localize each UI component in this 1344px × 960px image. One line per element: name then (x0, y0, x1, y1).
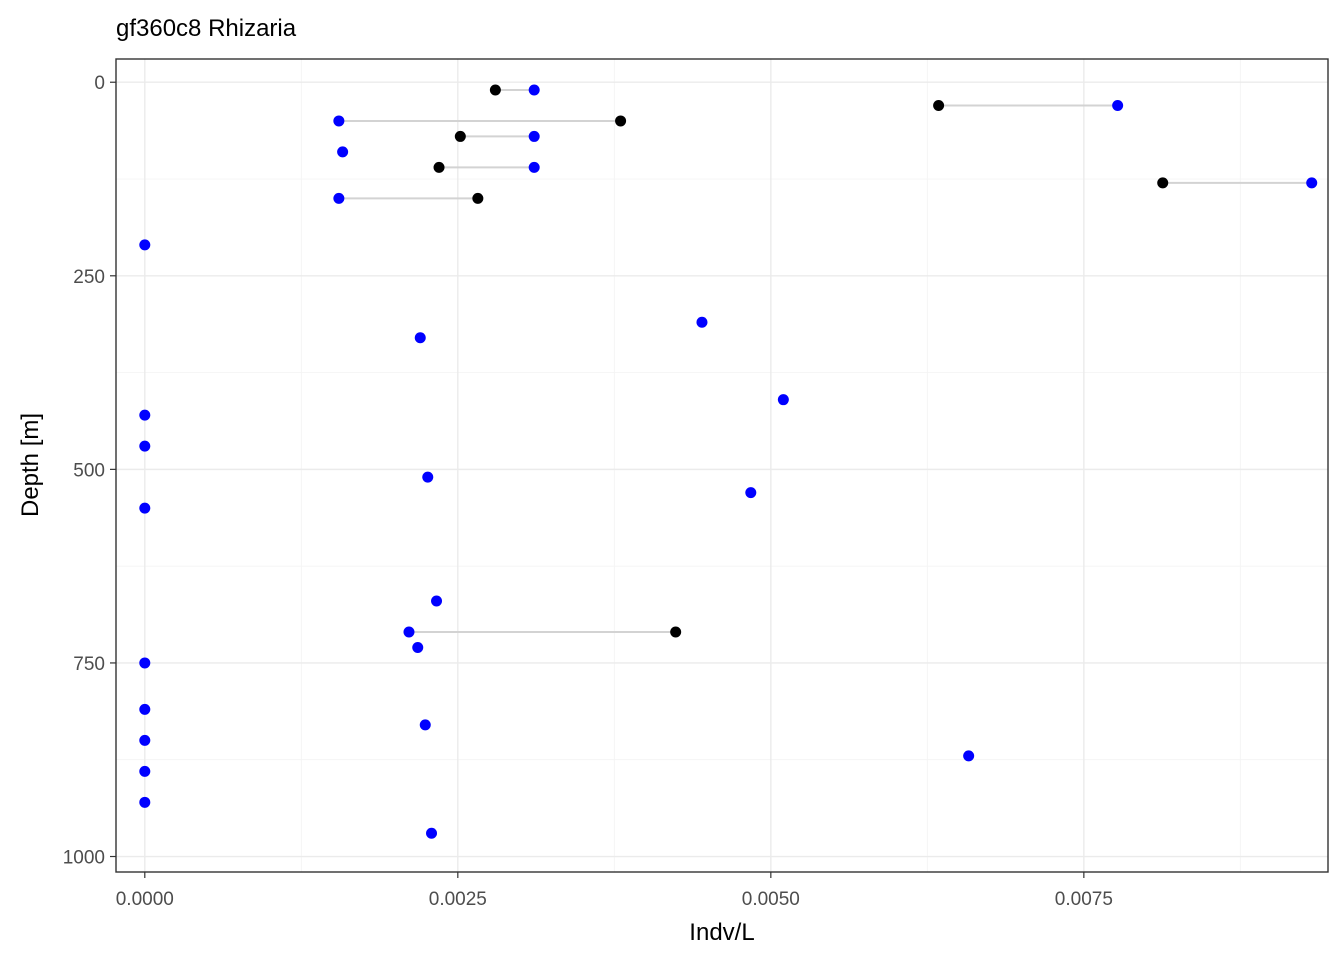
blue-data-point (1112, 99, 1124, 111)
y-axis: 0 250 500 750 1000 (63, 73, 116, 869)
data-points (139, 84, 1318, 839)
blue-data-point (528, 130, 540, 142)
y-tick-label: 0 (94, 73, 105, 94)
panel-border (115, 58, 1329, 873)
x-axis: 0.0000 0.0025 0.0050 0.0075 (116, 872, 1113, 910)
blue-data-point (139, 734, 151, 746)
blue-data-point (745, 487, 757, 499)
black-data-point (1157, 177, 1169, 189)
x-tick-label: 0.0075 (1055, 889, 1113, 910)
blue-data-point (403, 626, 415, 638)
blue-data-point (528, 161, 540, 173)
blue-data-point (139, 765, 151, 777)
blue-data-point (777, 394, 789, 406)
blue-data-point (139, 409, 151, 421)
black-data-point (454, 130, 466, 142)
blue-data-point (333, 192, 345, 204)
x-tick-label: 0.0050 (742, 889, 800, 910)
blue-data-point (426, 827, 438, 839)
black-data-point (433, 161, 445, 173)
blue-data-point (139, 502, 151, 514)
blue-data-point (963, 750, 975, 762)
y-tick-label: 500 (73, 460, 105, 481)
blue-data-point (139, 657, 151, 669)
black-data-point (489, 84, 501, 96)
blue-data-point (139, 239, 151, 251)
grid-lines (116, 59, 1328, 872)
x-tick-label: 0.0025 (429, 889, 487, 910)
blue-data-point (337, 146, 349, 158)
blue-data-point (414, 332, 426, 344)
blue-data-point (333, 115, 345, 127)
black-data-point (615, 115, 627, 127)
blue-data-point (412, 641, 424, 653)
blue-data-point (1306, 177, 1318, 189)
connector-segments (338, 88, 1312, 633)
blue-data-point (528, 84, 540, 96)
blue-data-point (139, 703, 151, 715)
x-tick-label: 0.0000 (116, 889, 174, 910)
y-tick-label: 750 (73, 654, 105, 675)
y-axis-title: Depth [m] (17, 413, 44, 517)
y-tick-label: 1000 (63, 848, 105, 869)
blue-data-point (422, 471, 434, 483)
chart-title: gf360c8 Rhizaria (116, 15, 297, 42)
blue-data-point (696, 316, 708, 328)
blue-data-point (139, 796, 151, 808)
x-axis-title: Indv/L (689, 919, 754, 946)
blue-data-point (139, 440, 151, 452)
black-data-point (472, 192, 484, 204)
black-data-point (933, 99, 945, 111)
blue-data-point (419, 719, 431, 731)
black-data-point (670, 626, 682, 638)
y-tick-label: 250 (73, 267, 105, 288)
blue-data-point (431, 595, 443, 607)
